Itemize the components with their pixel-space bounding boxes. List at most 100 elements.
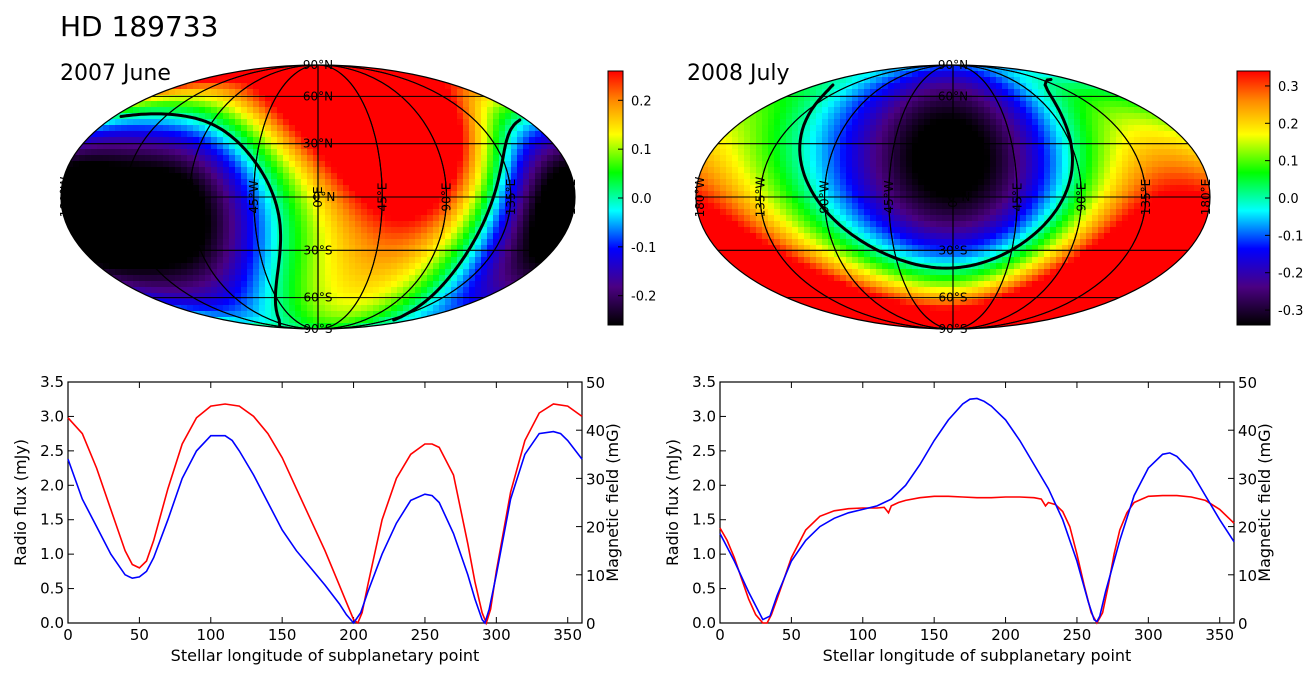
- map-cell: [217, 167, 224, 174]
- map-cell: [169, 173, 176, 180]
- map-cell: [762, 119, 769, 126]
- map-cell: [954, 209, 961, 216]
- map-cell: [391, 281, 398, 288]
- map-cell: [457, 281, 464, 288]
- map-cell: [535, 137, 542, 144]
- map-cell: [523, 203, 530, 210]
- map-cell: [1080, 83, 1087, 90]
- map-cell: [229, 143, 236, 150]
- map-cell: [295, 185, 302, 192]
- map-cell: [379, 89, 386, 96]
- map-cell: [469, 263, 476, 270]
- map-cell: [223, 191, 230, 198]
- map-cell: [1032, 71, 1039, 78]
- map-cell: [720, 125, 727, 132]
- map-cell: [361, 113, 368, 120]
- map-cell: [750, 131, 757, 138]
- map-cell: [954, 131, 961, 138]
- map-cell: [265, 287, 272, 294]
- map-cell: [463, 257, 470, 264]
- map-cell: [283, 149, 290, 156]
- map-cell: [421, 89, 428, 96]
- map-cell: [1068, 107, 1075, 114]
- map-cell: [918, 95, 925, 102]
- map-cell: [451, 227, 458, 234]
- map-cell: [804, 161, 811, 168]
- map-cell: [996, 161, 1003, 168]
- map-cell: [1128, 185, 1135, 192]
- map-cell: [876, 137, 883, 144]
- map-cell: [1104, 167, 1111, 174]
- map-cell: [774, 113, 781, 120]
- map-cell: [199, 269, 206, 276]
- map-cell: [541, 137, 548, 144]
- map-cell: [1014, 77, 1021, 84]
- map-cell: [966, 203, 973, 210]
- map-cell: [906, 95, 913, 102]
- map-cell: [900, 65, 907, 72]
- map-cell: [427, 89, 434, 96]
- map-cell: [409, 197, 416, 204]
- map-cell: [283, 323, 290, 329]
- map-cell: [85, 167, 92, 174]
- map-cell: [475, 167, 482, 174]
- map-cell: [211, 239, 218, 246]
- map-cell: [235, 293, 242, 300]
- map-cell: [379, 263, 386, 270]
- map-cell: [169, 197, 176, 204]
- map-cell: [481, 125, 488, 132]
- map-cell: [1062, 89, 1069, 96]
- map-cell: [175, 149, 182, 156]
- map-cell: [451, 119, 458, 126]
- map-cell: [1194, 203, 1201, 210]
- map-cell: [103, 227, 110, 234]
- map-cell: [319, 179, 326, 186]
- colorbar-2007: 0.20.10.0-0.1-0.2: [607, 70, 656, 326]
- map-cell: [409, 179, 416, 186]
- map-cell: [193, 167, 200, 174]
- map-cell: [792, 107, 799, 114]
- map-cell: [439, 215, 446, 222]
- map-cell: [331, 197, 338, 204]
- map-cell: [457, 209, 464, 216]
- map-cell: [319, 95, 326, 102]
- map-cell: [451, 149, 458, 156]
- map-cell: [990, 101, 997, 108]
- map-cell: [247, 269, 254, 276]
- map-cell: [996, 149, 1003, 156]
- map-cell: [67, 167, 74, 174]
- map-cell: [265, 113, 272, 120]
- map-cell: [127, 221, 134, 228]
- map-cell: [439, 239, 446, 246]
- map-cell: [906, 167, 913, 174]
- map-cell: [547, 197, 554, 204]
- map-cell: [792, 203, 799, 210]
- map-cell: [948, 119, 955, 126]
- map-cell: [277, 77, 284, 84]
- map-cell: [217, 281, 224, 288]
- map-cell: [1140, 131, 1147, 138]
- map-cell: [1146, 191, 1153, 198]
- map-cell: [367, 203, 374, 210]
- map-cell: [313, 239, 320, 246]
- map-cell: [1074, 119, 1081, 126]
- map-cell: [235, 221, 242, 228]
- map-cell: [726, 185, 733, 192]
- map-cell: [391, 263, 398, 270]
- map-cell: [91, 233, 98, 240]
- map-cell: [972, 143, 979, 150]
- map-cell: [367, 275, 374, 282]
- map-cell: [361, 179, 368, 186]
- map-cell: [1200, 173, 1207, 180]
- map-cell: [325, 107, 332, 114]
- map-cell: [385, 101, 392, 108]
- map-cell: [864, 191, 871, 198]
- map-cell: [337, 167, 344, 174]
- map-cell: [1134, 143, 1141, 150]
- map-cell: [283, 77, 290, 84]
- map-cell: [744, 143, 751, 150]
- map-cell: [1146, 125, 1153, 132]
- map-cell: [804, 95, 811, 102]
- map-cell: [1104, 197, 1111, 204]
- map-cell: [97, 155, 104, 162]
